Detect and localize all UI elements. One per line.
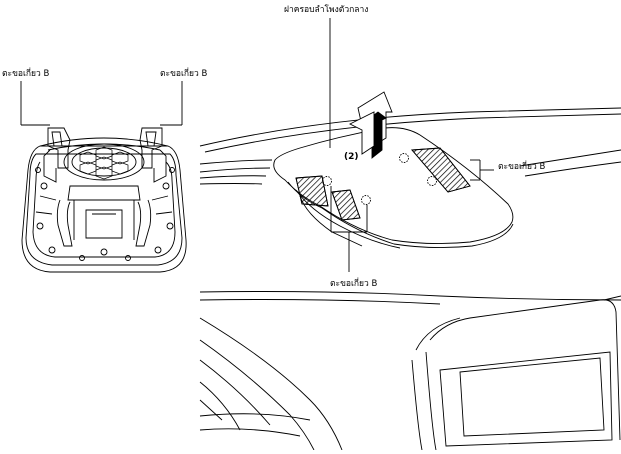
label-hook-b-bottom: ตะขอเกี่ยว B: [330, 279, 378, 289]
dashboard-illustration: [199, 18, 621, 451]
speaker-cover-underside: [20, 81, 187, 273]
label-hook-b-right: ตะขอเกี่ยว B: [498, 162, 546, 172]
step-number-callout: (2): [344, 152, 359, 162]
label-hook-b-top-left: ตะขอเกี่ยว B: [2, 69, 50, 79]
label-hook-b-top-middle: ตะขอเกี่ยว B: [160, 69, 208, 79]
label-center-cover: ฝาครอบลำโพงตัวกลาง: [284, 5, 369, 15]
